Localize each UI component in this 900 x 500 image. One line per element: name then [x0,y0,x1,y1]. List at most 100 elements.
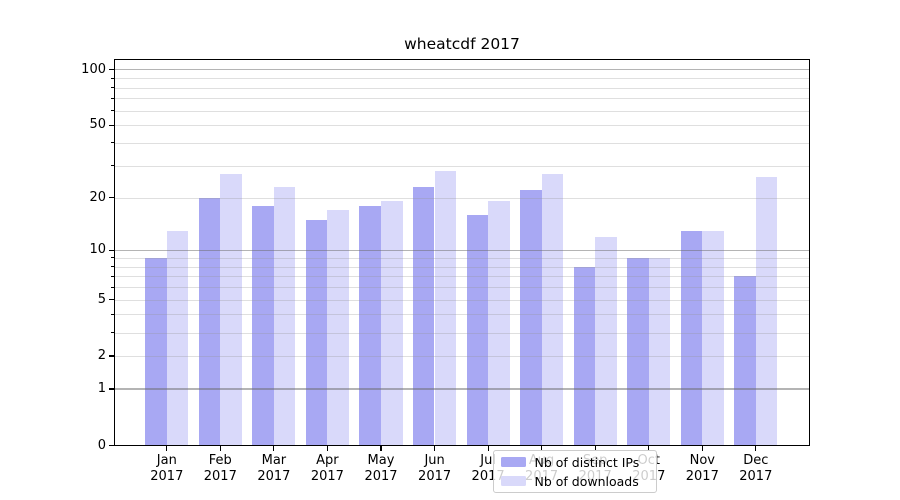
y-tick-label-100: 100 [81,61,106,77]
bar-distinct-ips-aug [520,190,542,446]
x-tick-year: 2017 [739,469,773,484]
gridline-major-10 [114,249,810,251]
y-tick-mark [108,388,114,390]
x-tick-mark [755,445,757,451]
bar-downloads-jul [488,201,510,446]
bar-distinct-ips-jun [412,186,435,446]
x-tick-year: 2017 [257,469,291,484]
x-tick-mark [487,445,489,451]
x-tick-label-jan: Jan 2017 [135,453,199,486]
y-minor-tick-mark [111,97,114,99]
plot-area: Nb of distinct IPs Nb of downloads [114,58,810,493]
x-tick-mark [219,445,221,451]
x-tick-mark [380,445,382,451]
x-tick-year: 2017 [364,469,398,484]
y-tick-label-20: 20 [89,189,106,205]
x-tick-label-apr: Apr 2017 [295,453,359,486]
bar-downloads-feb [220,174,242,446]
x-tick-year: 2017 [685,469,719,484]
bar-downloads-jun [434,171,457,446]
gridline-minor-3 [114,332,810,334]
legend-item-distinct-ips: Nb of distinct IPs [500,454,656,470]
gridline-minor-8 [114,266,810,268]
y-minor-tick-mark [111,77,114,79]
x-tick-year: 2017 [310,469,344,484]
bar-downloads-oct [648,257,671,446]
y-minor-tick-mark [111,165,114,167]
y-minor-tick-mark [111,332,114,334]
grid-layer [114,59,810,446]
y-minor-tick-mark [111,313,114,315]
bar-distinct-ips-oct [627,257,649,446]
bar-distinct-ips-jul [466,214,489,446]
x-tick-month: Jun [424,452,445,468]
gridline-minor-7 [114,276,810,278]
gridline-minor-90 [114,78,810,79]
x-tick-mark [166,445,168,451]
x-tick-year: 2017 [203,469,237,484]
legend-item-downloads: Nb of downloads [500,473,656,489]
bar-downloads-may [381,201,403,446]
gridline-minor-4 [114,314,810,316]
y-tick-mark [108,355,114,357]
x-tick-label-feb: Feb 2017 [188,453,252,486]
y-minor-tick-mark [111,286,114,288]
bar-downloads-aug [541,174,564,446]
gridline-minor-60 [114,110,810,112]
y-minor-tick-mark [111,266,114,267]
gridline-major-100 [114,68,810,71]
gridline-minor-5 [114,299,810,301]
bar-downloads-sep [595,236,617,446]
chart-title: wheatcdf 2017 [404,35,520,53]
y-tick-mark [108,68,114,71]
x-tick-mark [326,445,328,451]
legend-label-distinct-ips: Nb of distinct IPs [534,454,640,470]
gridline-minor-50 [114,125,810,127]
x-tick-mark [433,445,436,451]
x-tick-month: Apr [316,452,339,468]
bar-distinct-ips-dec [734,276,756,446]
legend-label-downloads: Nb of downloads [534,473,639,489]
x-tick-month: Feb [208,452,232,468]
bar-downloads-apr [327,210,349,446]
bar-downloads-jan [166,230,189,446]
y-tick-mark [108,196,114,199]
x-tick-month: Dec [743,452,769,468]
x-tick-year: 2017 [150,469,184,484]
gridline-minor-30 [114,165,810,167]
y-tick-mark [108,249,114,251]
bar-downloads-nov [702,230,724,446]
gridline-major-1 [114,388,810,390]
bar-distinct-ips-feb [198,197,221,446]
x-tick-month: May [367,452,395,468]
gridline-minor-2 [114,356,810,357]
y-tick-mark [108,298,114,301]
y-tick-label-5: 5 [97,291,106,307]
x-tick-mark [701,445,703,451]
bar-distinct-ips-jan [145,257,167,446]
x-tick-month: Nov [689,452,715,468]
y-minor-tick-mark [111,257,114,259]
bar-distinct-ips-mar [252,205,274,446]
x-tick-mark [648,445,650,451]
y-tick-label-1: 1 [97,381,106,396]
bar-distinct-ips-nov [680,230,703,446]
x-tick-label-mar: Mar 2017 [242,453,306,486]
gridline-minor-80 [114,87,810,89]
gridline-minor-9 [114,257,810,259]
y-tick-mark [108,444,114,447]
y-tick-label-2: 2 [97,348,106,363]
y-minor-tick-mark [111,142,114,144]
gridline-minor-70 [114,98,810,100]
x-tick-label-may: May 2017 [349,453,413,486]
bar-downloads-mar [273,186,296,446]
x-tick-month: Jan [156,452,177,468]
y-minor-tick-mark [111,87,114,88]
gridline-minor-40 [114,142,810,144]
y-tick-label-50: 50 [89,117,106,133]
y-minor-tick-mark [111,110,114,112]
x-tick-month: Jul [480,452,496,468]
x-tick-label-nov: Nov 2017 [670,453,734,486]
bar-downloads-dec [755,177,778,446]
x-tick-month: Mar [261,452,287,468]
